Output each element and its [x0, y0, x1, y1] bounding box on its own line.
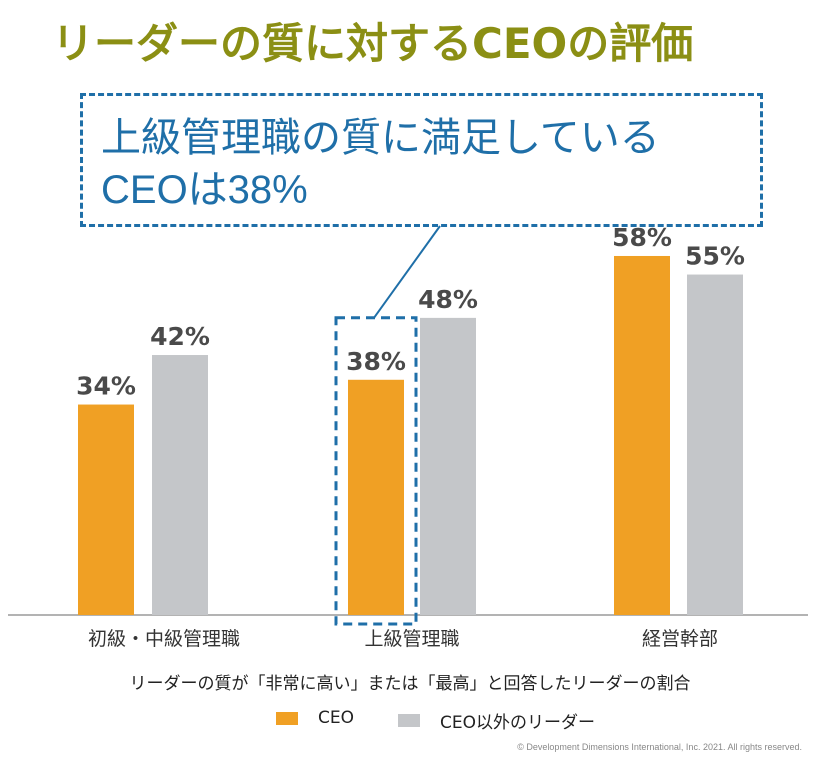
legend-label-ceo: CEO — [318, 708, 354, 728]
copyright-footer: © Development Dimensions International, … — [517, 742, 802, 752]
bar-ceo-0 — [78, 404, 134, 615]
bar-other-2 — [687, 274, 743, 615]
x-tick-label-1: 上級管理職 — [364, 628, 460, 650]
legend: CEO CEO以外のリーダー — [0, 708, 820, 733]
data-label-other-0: 42% — [150, 322, 210, 351]
data-label-ceo-2: 58% — [612, 223, 672, 252]
x-tick-label-2: 経営幹部 — [641, 628, 718, 650]
chart-caption: リーダーの質が「非常に高い」または「最高」と回答したリーダーの割合 — [129, 674, 691, 694]
data-label-ceo-1: 38% — [346, 347, 406, 376]
highlight-box — [334, 316, 418, 626]
legend-label-other: CEO以外のリーダー — [440, 713, 595, 733]
bar-ceo-2 — [614, 255, 670, 616]
legend-item-ceo: CEO — [276, 708, 354, 728]
callout-box: 上級管理職の質に満足している CEOは38% — [80, 93, 763, 227]
x-tick-label-0: 初級・中級管理職 — [87, 628, 240, 650]
data-label-other-1: 48% — [418, 285, 478, 314]
legend-item-other: CEO以外のリーダー — [398, 708, 595, 733]
callout-text: 上級管理職の質に満足している CEOは38% — [101, 116, 660, 212]
bar-other-1 — [420, 317, 476, 615]
data-label-ceo-0: 34% — [76, 372, 136, 401]
legend-swatch-other — [398, 714, 420, 727]
data-label-other-2: 55% — [685, 242, 745, 271]
callout-connector — [373, 225, 441, 319]
chart-title: リーダーの質に対するCEOの評価 — [52, 19, 694, 68]
legend-swatch-ceo — [276, 711, 298, 725]
bar-other-0 — [152, 355, 208, 615]
bar-ceo-1 — [348, 379, 404, 615]
